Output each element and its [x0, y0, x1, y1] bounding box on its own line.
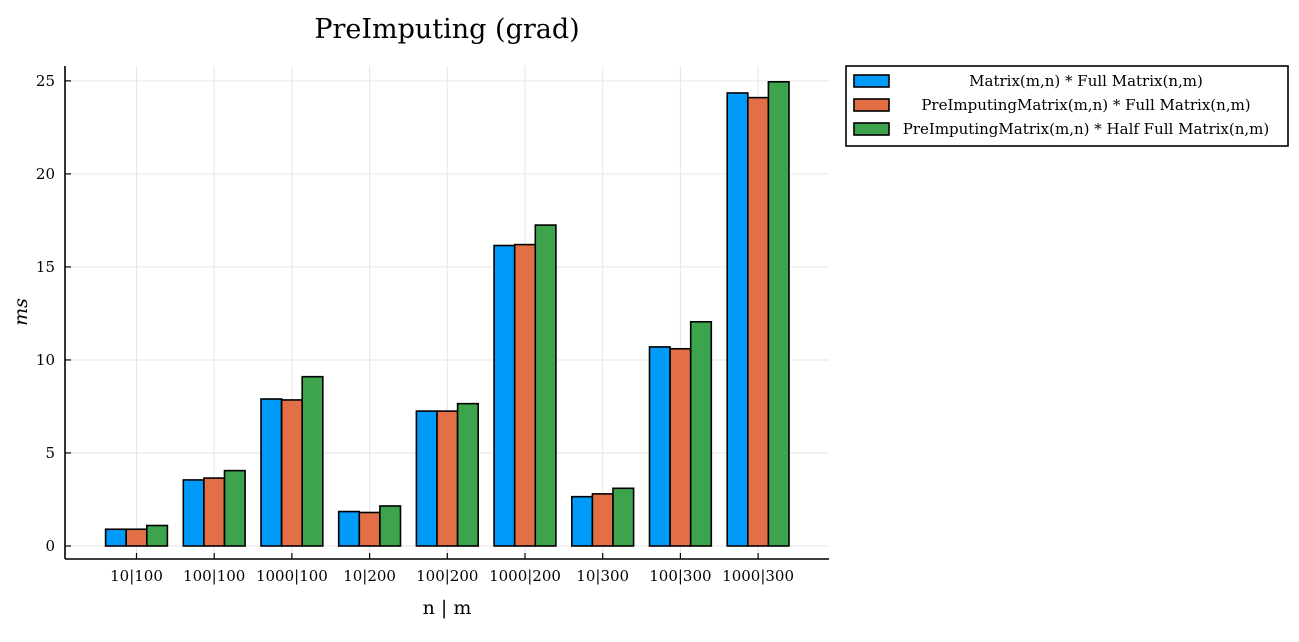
legend-swatch — [853, 122, 890, 136]
bar-1-10-200 — [337, 510, 361, 547]
bar-3-1000-200 — [534, 224, 557, 547]
legend-label: Matrix(m,n) * Full Matrix(n,m) — [969, 72, 1203, 90]
bar-3-10-300 — [612, 487, 635, 547]
y-axis-label: ms — [10, 298, 32, 326]
y-tick-label: 10 — [36, 351, 55, 369]
y-tick-label: 20 — [36, 165, 55, 183]
legend-label: PreImputingMatrix(m,n) * Full Matrix(n,m… — [921, 96, 1250, 114]
legend-swatch — [853, 98, 890, 112]
y-tick-label: 15 — [36, 258, 55, 276]
x-tick-label: 1000|300 — [722, 567, 794, 585]
bars — [104, 81, 790, 547]
x-axis-label: n | m — [423, 597, 472, 619]
bar-1-100-100 — [182, 479, 205, 547]
bar-3-100-300 — [689, 321, 713, 547]
bar-3-100-100 — [223, 469, 246, 547]
bar-1-10-300 — [570, 495, 594, 547]
x-tick-label: 100|100 — [183, 567, 245, 585]
bar-3-10-100 — [146, 524, 169, 547]
legend-box — [845, 65, 1289, 147]
x-tick-label: 100|200 — [416, 567, 478, 585]
x-tick-label: 1000|200 — [489, 567, 561, 585]
y-tick-label: 25 — [36, 72, 55, 90]
x-tick-label: 1000|100 — [256, 567, 328, 585]
tick-labels: 0 5 10 15 20 25 10|100 100|100 1000|100 10|200 100… — [36, 72, 794, 585]
bar-2-100-100 — [203, 477, 226, 547]
bar-3-1000-300 — [767, 81, 790, 547]
bar-1-1000-200 — [493, 244, 516, 547]
bar-3-10-200 — [379, 505, 402, 547]
bar-1-1000-100 — [260, 398, 283, 547]
x-tick-label: 10|300 — [576, 567, 629, 585]
bar-1-100-300 — [648, 346, 671, 547]
bar-2-1000-300 — [746, 96, 770, 547]
bar-2-100-300 — [669, 347, 692, 547]
bar-2-10-100 — [125, 528, 148, 547]
legend-swatch — [853, 74, 890, 88]
bar-1-100-200 — [415, 410, 438, 547]
bar-3-1000-100 — [301, 375, 324, 547]
y-tick-label: 5 — [45, 444, 55, 462]
bar-3-100-200 — [456, 402, 480, 547]
bar-2-10-300 — [591, 493, 614, 547]
bar-1-10-100 — [104, 528, 127, 547]
x-tick-label: 10|200 — [343, 567, 396, 585]
y-tick-label: 0 — [45, 537, 55, 555]
chart-title: PreImputing (grad) — [314, 14, 579, 45]
x-tick-label: 100|300 — [649, 567, 711, 585]
bar-2-100-200 — [436, 410, 459, 547]
legend-label: PreImputingMatrix(m,n) * Half Full Matri… — [903, 120, 1269, 138]
bar-1-1000-300 — [726, 92, 749, 547]
bar-2-10-200 — [358, 511, 381, 547]
bar-2-1000-100 — [280, 399, 304, 547]
legend: Matrix(m,n) * Full Matrix(n,m) PreImputin… — [845, 65, 1289, 147]
bar-2-1000-200 — [513, 243, 537, 547]
x-tick-label: 10|100 — [110, 567, 163, 585]
